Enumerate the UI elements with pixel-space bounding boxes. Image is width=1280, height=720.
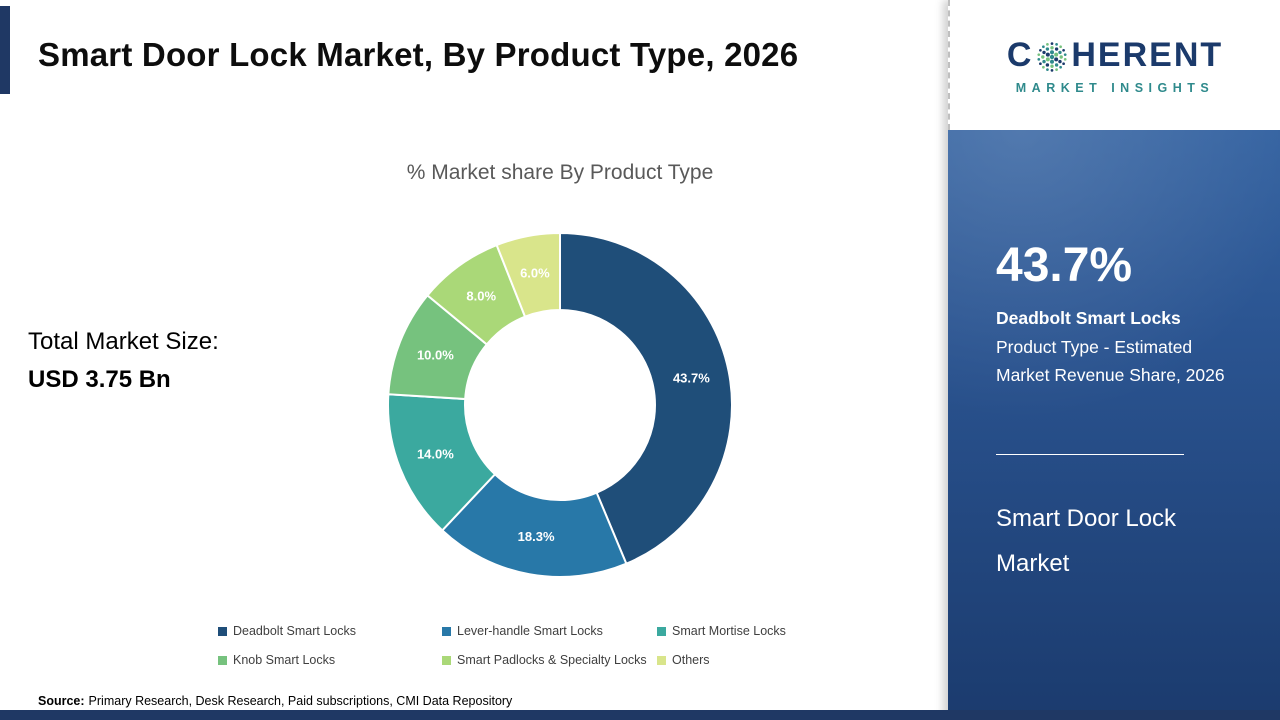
slice-label: 43.7% — [673, 371, 710, 386]
legend-label: Deadbolt Smart Locks — [233, 624, 356, 638]
legend-item: Knob Smart Locks — [218, 653, 442, 667]
market-name: Smart Door Lock Market — [996, 505, 1177, 578]
slice-label: 8.0% — [466, 289, 496, 304]
logo-globe-icon — [1037, 42, 1067, 72]
page-title: Smart Door Lock Market, By Product Type,… — [38, 36, 799, 73]
donut-slice — [440, 472, 628, 578]
legend-swatch — [657, 626, 666, 636]
legend-swatch — [218, 655, 227, 665]
legend-label: Smart Padlocks & Specialty Locks — [457, 653, 647, 667]
chart-title: % Market share By Product Type — [406, 161, 714, 184]
slice-label: 10.0% — [417, 348, 454, 363]
legend-label: Others — [672, 653, 710, 667]
legend-label: Lever-handle Smart Locks — [457, 624, 603, 638]
logo-subtitle: MARKET INSIGHTS — [1015, 80, 1215, 95]
highlight-stat: 43.7% — [996, 239, 1133, 292]
legend-swatch — [218, 626, 227, 636]
logo-text-part1: C — [1006, 35, 1034, 74]
legend-item: Smart Padlocks & Specialty Locks — [442, 653, 657, 667]
donut-slice — [559, 231, 733, 566]
legend-swatch — [442, 626, 451, 636]
source-line: Source: Primary Research, Desk Research, … — [38, 694, 512, 708]
highlight-description: Product Type - Estimated Market Revenue … — [996, 336, 1225, 386]
slide-accent-bar — [0, 6, 10, 94]
donut-chart-container: 43.7% 18.3% 14.0% 10.0% 8.0% 6.0% — [386, 231, 734, 579]
highlight-product-name: Deadbolt Smart Locks — [996, 308, 1181, 328]
legend-item: Smart Mortise Locks — [657, 624, 942, 638]
total-market-size-value: USD 3.75 Bn — [28, 366, 171, 393]
company-logo: C HERENT MARKET INSIGHTS — [948, 0, 1280, 130]
panel-divider — [996, 454, 1184, 455]
total-market-size-label: Total Market Size: — [28, 328, 219, 355]
source-label: Source: — [38, 694, 85, 708]
source-text: Primary Research, Desk Research, Paid su… — [88, 694, 513, 708]
slice-label: 6.0% — [520, 265, 550, 280]
total-market-size-block: Total Market Size: USD 3.75 Bn — [28, 328, 219, 394]
bottom-accent-bar — [0, 710, 1280, 720]
legend-item: Deadbolt Smart Locks — [218, 624, 442, 638]
donut-slice — [495, 231, 561, 318]
legend-swatch — [442, 655, 451, 665]
legend-label: Knob Smart Locks — [233, 653, 336, 667]
legend-label: Smart Mortise Locks — [672, 624, 786, 638]
legend-item: Others — [657, 653, 942, 667]
legend-item: Lever-handle Smart Locks — [442, 624, 657, 638]
slice-label: 14.0% — [417, 446, 454, 461]
donut-chart: 43.7% 18.3% 14.0% 10.0% 8.0% 6.0% — [387, 231, 733, 578]
chart-legend: Deadbolt Smart Locks Lever-handle Smart L… — [218, 624, 942, 667]
logo-wordmark: C HERENT — [1007, 36, 1223, 75]
highlight-description-block: Deadbolt Smart Locks Product Type - Esti… — [996, 304, 1244, 390]
legend-swatch — [657, 655, 666, 665]
logo-text-part2: HERENT — [1071, 35, 1224, 74]
slice-label: 18.3% — [518, 529, 555, 544]
